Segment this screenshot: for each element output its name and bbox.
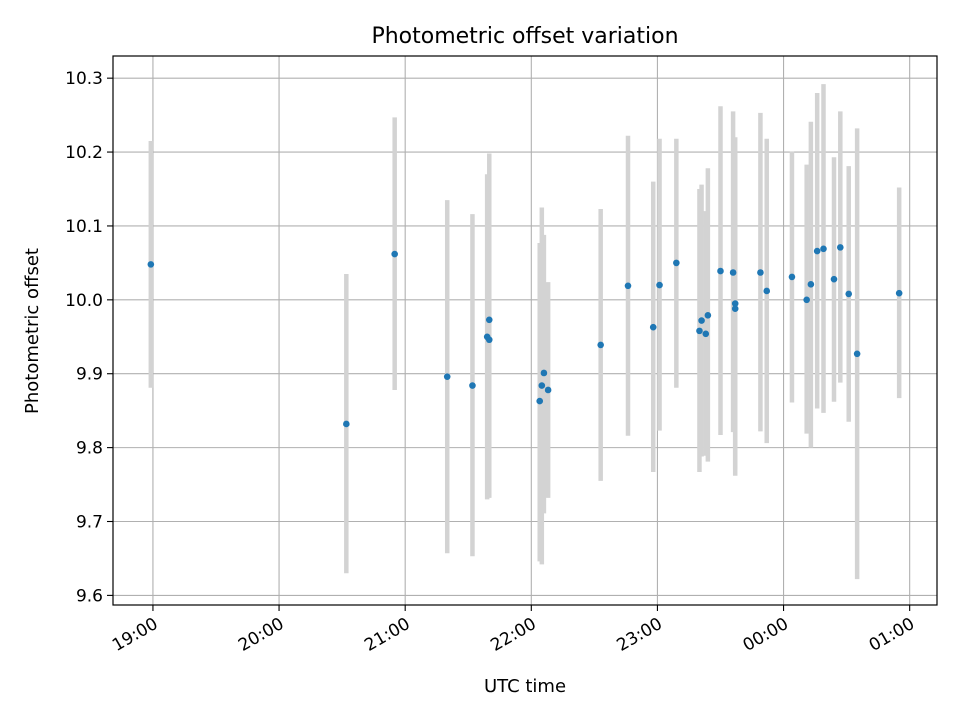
data-point <box>391 250 398 258</box>
y-tick-label: 9.7 <box>76 513 103 533</box>
data-point <box>807 281 815 288</box>
data-point <box>763 287 771 295</box>
data-point <box>820 245 827 253</box>
data-point <box>696 327 703 335</box>
data-point <box>717 267 724 275</box>
data-point <box>788 273 796 281</box>
data-points <box>147 244 903 428</box>
data-point <box>443 373 451 380</box>
data-point <box>673 259 680 267</box>
data-point <box>729 269 737 276</box>
data-point <box>538 382 546 389</box>
y-tick-label: 9.6 <box>76 586 103 606</box>
data-point <box>485 336 493 344</box>
data-point <box>656 281 663 289</box>
data-point <box>731 305 739 313</box>
y-tick-label: 10.2 <box>65 143 103 163</box>
data-point <box>485 316 493 324</box>
data-point <box>649 323 657 331</box>
data-point <box>536 397 544 405</box>
data-point <box>803 296 810 304</box>
data-point <box>698 317 705 324</box>
chart-title: Photometric offset variation <box>371 24 678 49</box>
data-point <box>702 330 710 338</box>
data-point <box>813 247 821 255</box>
x-axis-label: UTC time <box>484 676 566 697</box>
y-tick-label: 10.1 <box>65 217 103 237</box>
data-point <box>624 282 632 290</box>
data-point <box>544 386 552 394</box>
plot-frame <box>112 55 938 606</box>
y-tick-label: 10.3 <box>65 69 103 89</box>
data-point <box>830 275 838 283</box>
y-tick-label: 9.8 <box>76 439 103 459</box>
y-tick-label: 9.9 <box>76 365 103 385</box>
data-point <box>540 369 548 377</box>
data-point <box>597 341 604 349</box>
data-point <box>895 289 903 297</box>
data-point <box>147 261 155 268</box>
data-point <box>837 244 844 251</box>
grid-lines <box>113 56 937 605</box>
data-point <box>343 420 350 428</box>
y-axis-label: Photometric offset <box>22 248 43 414</box>
y-tick-label: 10.0 <box>65 291 103 311</box>
data-point <box>757 269 764 276</box>
data-point <box>704 312 712 319</box>
data-point <box>731 300 739 307</box>
data-point <box>853 350 861 358</box>
data-point <box>845 290 853 298</box>
data-point <box>469 382 476 389</box>
